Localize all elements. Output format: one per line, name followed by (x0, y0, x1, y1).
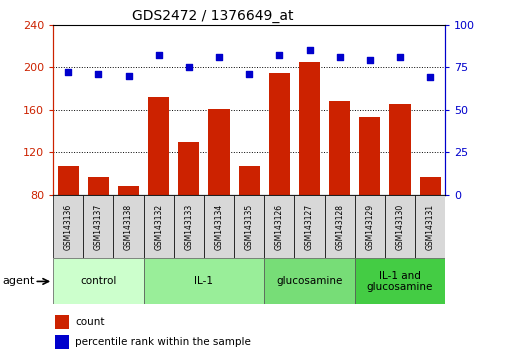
Text: GSM143131: GSM143131 (425, 204, 434, 250)
Bar (143, 258, 264, 304)
Point (395, 54, 403, 60)
Bar (264, 258, 354, 304)
Bar (148, 97, 169, 195)
Point (275, 52, 283, 58)
Bar (328, 101, 349, 195)
Bar (354, 258, 444, 304)
Bar (359, 117, 380, 195)
Point (215, 54, 223, 60)
Point (245, 71, 253, 77)
Text: glucosamine: glucosamine (276, 276, 342, 286)
Bar (58, 166, 79, 195)
Text: IL-1 and
glucosamine: IL-1 and glucosamine (366, 270, 432, 292)
Text: percentile rank within the sample: percentile rank within the sample (75, 337, 250, 347)
Text: control: control (80, 276, 116, 286)
Bar (268, 73, 289, 195)
Bar (234, 195, 264, 258)
Text: GSM143127: GSM143127 (305, 204, 314, 250)
Bar (55, 335, 69, 348)
Bar (238, 166, 259, 195)
Text: GSM143135: GSM143135 (244, 204, 253, 250)
Text: GSM143137: GSM143137 (94, 204, 103, 250)
Text: GSM143138: GSM143138 (124, 204, 133, 250)
Bar (88, 177, 109, 195)
Bar (178, 142, 199, 195)
Bar (384, 195, 414, 258)
Text: GSM143133: GSM143133 (184, 204, 193, 250)
Text: GSM143128: GSM143128 (334, 204, 343, 250)
Bar (173, 195, 204, 258)
Point (155, 52, 163, 58)
Point (335, 54, 343, 60)
Text: agent: agent (3, 276, 35, 286)
Point (124, 73, 132, 79)
Bar (389, 104, 410, 195)
Text: GDS2472 / 1376649_at: GDS2472 / 1376649_at (131, 9, 293, 23)
Text: count: count (75, 318, 104, 327)
Text: IL-1: IL-1 (194, 276, 213, 286)
Text: GSM143130: GSM143130 (395, 204, 403, 250)
Bar (204, 195, 234, 258)
Point (365, 58, 373, 63)
Bar (294, 195, 324, 258)
Text: GSM143129: GSM143129 (365, 204, 374, 250)
Bar (53, 258, 143, 304)
Point (94, 71, 102, 77)
Point (184, 64, 192, 70)
Bar (414, 195, 444, 258)
Bar (118, 186, 139, 195)
Bar (264, 195, 294, 258)
Text: GSM143132: GSM143132 (154, 204, 163, 250)
Bar (324, 195, 354, 258)
Point (305, 47, 313, 53)
Bar (83, 195, 113, 258)
Bar (143, 195, 173, 258)
Bar (419, 177, 440, 195)
Text: GSM143126: GSM143126 (274, 204, 283, 250)
Bar (354, 195, 384, 258)
Bar (298, 62, 320, 195)
Point (64, 69, 72, 75)
Point (425, 75, 433, 80)
Bar (113, 195, 143, 258)
Bar (53, 195, 83, 258)
Bar (208, 109, 229, 195)
Text: GSM143134: GSM143134 (214, 204, 223, 250)
Bar (55, 315, 69, 329)
Text: GSM143136: GSM143136 (64, 204, 73, 250)
